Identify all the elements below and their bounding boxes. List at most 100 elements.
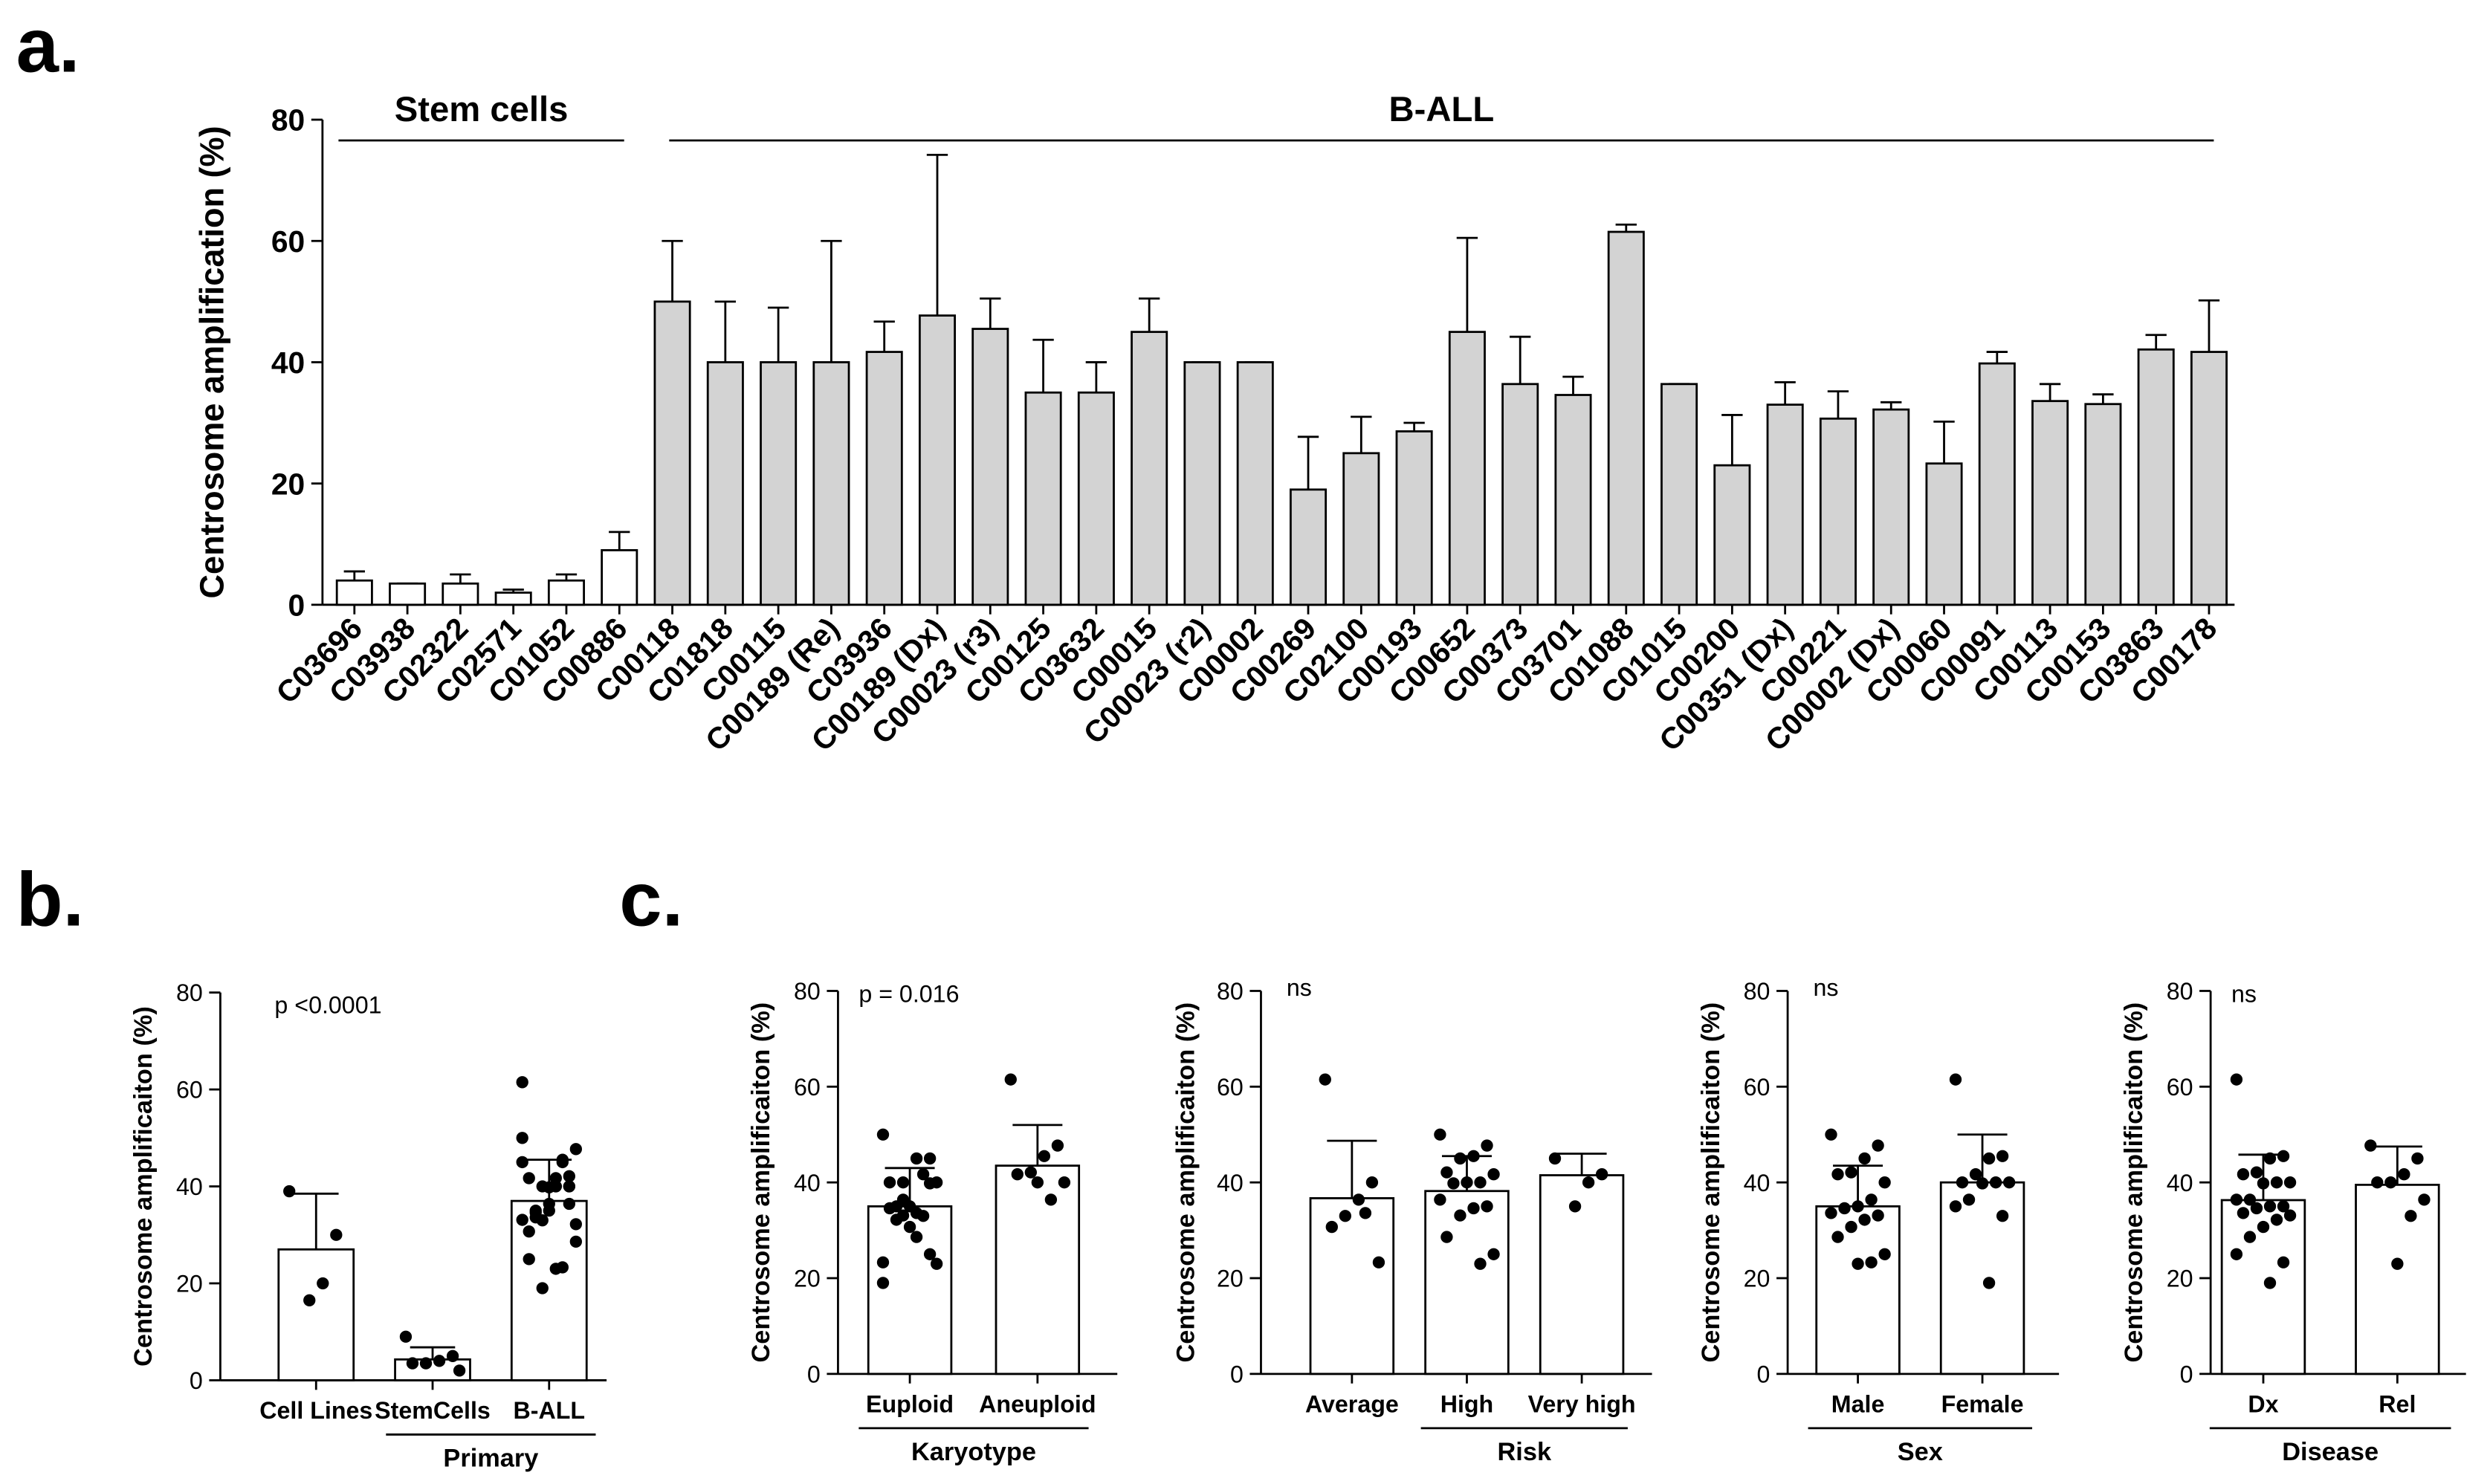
bar — [865, 351, 903, 606]
data-point — [516, 1076, 528, 1089]
error-bar — [1562, 375, 1584, 395]
bar — [1290, 488, 1328, 606]
data-point — [1825, 1207, 1837, 1219]
error-bar — [1774, 380, 1796, 405]
data-point — [1461, 1176, 1473, 1189]
y-tick-label: 20 — [794, 1266, 821, 1292]
data-point — [1359, 1207, 1372, 1219]
data-point — [549, 1172, 562, 1185]
group-label: Karyotype — [911, 1438, 1036, 1466]
data-point — [2277, 1256, 2290, 1268]
panel-letter: c. — [619, 856, 683, 942]
data-point — [916, 1168, 930, 1181]
bar — [1872, 408, 1910, 606]
annotation: ns — [2231, 981, 2257, 1008]
annotation: ns — [1287, 974, 1312, 1001]
x-tick-label: Male — [1831, 1390, 1885, 1417]
bar — [547, 579, 585, 606]
y-tick-label: 80 — [1217, 978, 1244, 1005]
y-axis-label: Centrosome amplificaiton (%) — [747, 1002, 775, 1363]
data-point — [1481, 1139, 1493, 1152]
annotation: p = 0.016 — [858, 981, 959, 1008]
data-point — [1051, 1139, 1064, 1152]
data-point — [330, 1228, 343, 1241]
data-point — [2243, 1231, 2257, 1243]
bar — [1978, 362, 2016, 606]
data-point — [1865, 1193, 1878, 1206]
data-point — [930, 1257, 943, 1270]
data-point — [523, 1225, 535, 1238]
data-point — [923, 1248, 937, 1260]
data-point — [1474, 1257, 1487, 1270]
data-point — [1352, 1193, 1365, 1206]
data-point — [1434, 1128, 1446, 1141]
bar — [2190, 351, 2228, 606]
data-point — [1831, 1231, 1844, 1243]
data-point — [283, 1185, 296, 1198]
data-point — [1865, 1256, 1878, 1268]
data-point — [896, 1209, 910, 1222]
data-point — [1467, 1202, 1480, 1215]
bar — [1424, 1190, 1510, 1376]
data-point — [1474, 1176, 1487, 1189]
y-tick-label: 80 — [794, 978, 821, 1005]
data-point — [1031, 1176, 1044, 1189]
data-point — [1982, 1152, 1996, 1165]
data-point — [2283, 1176, 2297, 1189]
data-point — [303, 1294, 316, 1306]
data-point — [2230, 1248, 2243, 1260]
data-point — [2398, 1168, 2410, 1181]
error-bar — [821, 239, 842, 363]
y-tick-label: 0 — [807, 1361, 821, 1387]
error-bar — [714, 300, 737, 363]
error-bar — [767, 306, 789, 363]
data-point — [2270, 1214, 2283, 1226]
y-tick-label: 60 — [176, 1077, 203, 1104]
data-point — [1825, 1128, 1837, 1141]
y-tick-label: 20 — [176, 1271, 203, 1297]
error-bar — [1881, 401, 1902, 410]
annotation: p <0.0001 — [274, 992, 381, 1019]
data-point — [569, 1235, 583, 1248]
bar — [1236, 361, 1274, 606]
error-bar — [1510, 335, 1531, 384]
data-point — [896, 1193, 910, 1206]
data-point — [1845, 1220, 1857, 1234]
bar — [1024, 391, 1062, 606]
error-bar — [1085, 361, 1107, 393]
data-point — [1858, 1214, 1871, 1226]
annotation: ns — [1813, 974, 1838, 1001]
bar — [1183, 361, 1221, 606]
data-point — [1447, 1177, 1460, 1190]
data-point — [399, 1330, 413, 1343]
data-point — [1434, 1193, 1446, 1206]
data-point — [2270, 1176, 2283, 1189]
data-point — [1058, 1176, 1071, 1189]
data-point — [2364, 1139, 2377, 1152]
data-point — [523, 1172, 535, 1185]
group-label: Risk — [1498, 1438, 1552, 1466]
data-point — [2002, 1176, 2016, 1189]
y-tick-label: 0 — [288, 589, 305, 623]
data-point — [1487, 1248, 1500, 1260]
data-point — [1949, 1073, 1962, 1086]
y-tick-label: 40 — [271, 346, 305, 380]
data-point — [1845, 1166, 1857, 1179]
group-label: Sex — [1898, 1438, 1943, 1466]
y-axis-label: Centrosome amplificaiton (%) — [2120, 1002, 2148, 1363]
data-point — [1319, 1073, 1331, 1086]
y-tick-label: 80 — [271, 103, 305, 137]
data-point — [2405, 1210, 2417, 1222]
error-bar — [1827, 390, 1849, 419]
error-bar — [1615, 223, 1637, 233]
data-point — [883, 1176, 896, 1189]
data-point — [876, 1128, 890, 1141]
data-point — [2263, 1152, 2277, 1165]
bar — [1448, 331, 1486, 606]
group-label: B-ALL — [1389, 90, 1495, 129]
data-point — [2237, 1168, 2250, 1181]
data-point — [446, 1349, 459, 1362]
y-tick-label: 60 — [794, 1074, 821, 1101]
y-tick-label: 20 — [271, 467, 305, 501]
